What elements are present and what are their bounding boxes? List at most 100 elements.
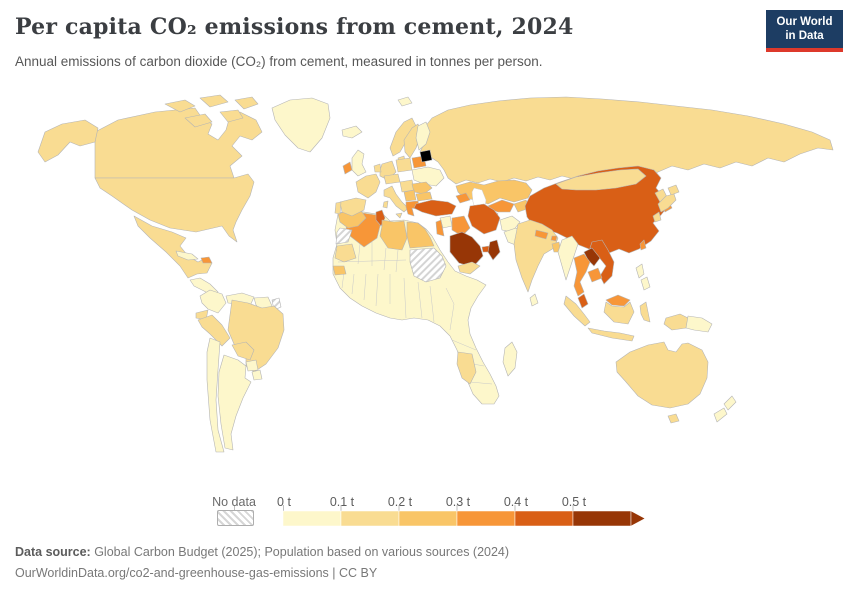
country-balkans[interactable]	[403, 189, 417, 202]
legend-color-bar	[283, 505, 646, 527]
country-russia[interactable]	[419, 96, 834, 185]
country-afghanistan[interactable]	[499, 215, 521, 233]
country-mongolia[interactable]	[555, 168, 647, 191]
country-svalbard[interactable]	[397, 96, 413, 107]
country-sicily[interactable]	[395, 212, 403, 219]
country-bhutan[interactable]	[550, 235, 558, 242]
country-japan-hokkaido[interactable]	[667, 184, 680, 196]
country-senegal[interactable]	[332, 265, 347, 276]
country-india[interactable]	[513, 219, 559, 293]
country-finland[interactable]	[415, 121, 431, 151]
legend-swatch-bin-3[interactable]	[398, 510, 458, 527]
country-indonesia-borneo[interactable]	[603, 301, 635, 325]
country-oman[interactable]	[487, 239, 501, 261]
country-levant[interactable]	[435, 219, 445, 237]
country-sudan[interactable]	[409, 247, 447, 283]
country-new-zealand-north[interactable]	[723, 395, 737, 411]
page-title: Per capita CO₂ emissions from cement, 20…	[15, 14, 574, 40]
country-poland[interactable]	[395, 157, 413, 173]
country-usa[interactable]	[94, 173, 255, 243]
country-colombia[interactable]	[199, 289, 227, 314]
country-namibia[interactable]	[456, 351, 477, 385]
country-myanmar[interactable]	[557, 235, 579, 281]
country-uruguay[interactable]	[251, 369, 263, 381]
country-sardinia[interactable]	[382, 200, 389, 209]
country-japan-honshu[interactable]	[657, 193, 677, 213]
country-cuba[interactable]	[175, 250, 199, 261]
legend-no-data-swatch[interactable]	[217, 510, 254, 526]
country-chile[interactable]	[206, 337, 225, 453]
country-sri-lanka[interactable]	[529, 293, 539, 307]
data-source-line: Data source: Global Carbon Budget (2025)…	[15, 545, 509, 559]
country-caucasus[interactable]	[455, 192, 471, 204]
country-ireland[interactable]	[342, 161, 353, 175]
country-arctic-islands[interactable]	[164, 94, 259, 128]
country-baltics[interactable]	[419, 149, 433, 163]
country-france[interactable]	[355, 173, 381, 199]
country-malaysia-peninsula[interactable]	[577, 293, 589, 309]
legend-arrow-cap	[630, 510, 646, 527]
country-iceland[interactable]	[341, 125, 363, 139]
country-madagascar[interactable]	[502, 341, 518, 377]
legend-swatch-bin-6[interactable]	[572, 510, 632, 527]
country-tasmania[interactable]	[667, 413, 680, 424]
country-saudi-arabia[interactable]	[449, 231, 484, 268]
legend-swatch-bin-2[interactable]	[340, 510, 400, 527]
country-malaysia-borneo[interactable]	[605, 294, 631, 307]
country-low-countries[interactable]	[373, 163, 382, 173]
country-peru[interactable]	[197, 314, 231, 347]
country-dominican-republic[interactable]	[200, 256, 213, 264]
country-mauritania[interactable]	[334, 243, 357, 263]
owid-logo-line2: in Data	[785, 30, 824, 42]
country-iraq[interactable]	[451, 215, 471, 237]
country-philippines-south[interactable]	[640, 276, 651, 291]
country-portugal[interactable]	[334, 201, 342, 215]
country-thailand[interactable]	[573, 253, 591, 297]
country-egypt[interactable]	[406, 221, 435, 249]
country-czech-austria[interactable]	[383, 173, 401, 185]
country-taiwan[interactable]	[639, 239, 647, 251]
country-iran[interactable]	[467, 203, 501, 235]
owid-logo-line1: Our World	[776, 15, 833, 28]
country-yemen[interactable]	[457, 261, 481, 275]
country-libya[interactable]	[379, 219, 408, 251]
country-australia[interactable]	[615, 341, 709, 409]
country-sulawesi[interactable]	[639, 301, 651, 323]
country-papua-new-guinea[interactable]	[685, 315, 713, 333]
country-ukraine[interactable]	[411, 166, 445, 187]
country-spain[interactable]	[339, 197, 367, 217]
country-japan-kyushu[interactable]	[652, 211, 662, 223]
legend-no-data-label: No data	[212, 495, 256, 509]
africa-internal-borders	[337, 242, 493, 385]
country-western-sahara[interactable]	[335, 227, 353, 245]
country-italy[interactable]	[383, 185, 409, 213]
legend-swatch-bin-4[interactable]	[456, 510, 516, 527]
country-java[interactable]	[587, 327, 635, 342]
country-bolivia[interactable]	[231, 341, 255, 361]
country-new-zealand-south[interactable]	[713, 407, 728, 423]
country-new-guinea-indonesia[interactable]	[663, 313, 689, 331]
country-alaska[interactable]	[37, 119, 99, 163]
legend-tick-1: 0.1 t	[329, 495, 355, 509]
legend-swatch-bin-1[interactable]	[283, 510, 342, 527]
country-argentina[interactable]	[217, 354, 252, 451]
data-source-text: Global Carbon Budget (2025); Population …	[90, 545, 510, 559]
country-sumatra[interactable]	[563, 295, 591, 327]
owid-logo[interactable]: Our World in Data	[766, 10, 843, 52]
country-greenland[interactable]	[271, 97, 331, 153]
legend-tick-0: 0 t	[277, 495, 291, 509]
legend-tick-4: 0.4 t	[503, 495, 529, 509]
country-brazil[interactable]	[227, 299, 285, 373]
country-philippines-north[interactable]	[635, 263, 645, 279]
country-paraguay[interactable]	[245, 359, 259, 372]
country-cambodia[interactable]	[587, 267, 603, 283]
legend-no-data-tick	[234, 506, 235, 510]
page-subtitle: Annual emissions of carbon dioxide (CO₂)…	[15, 54, 543, 69]
legend-swatch-bin-5[interactable]	[514, 510, 574, 527]
country-turkey[interactable]	[413, 199, 457, 217]
country-bulgaria[interactable]	[415, 191, 433, 202]
country-uk[interactable]	[351, 149, 367, 177]
attribution-line[interactable]: OurWorldinData.org/co2-and-greenhouse-ga…	[15, 566, 378, 580]
country-nepal[interactable]	[534, 229, 549, 240]
